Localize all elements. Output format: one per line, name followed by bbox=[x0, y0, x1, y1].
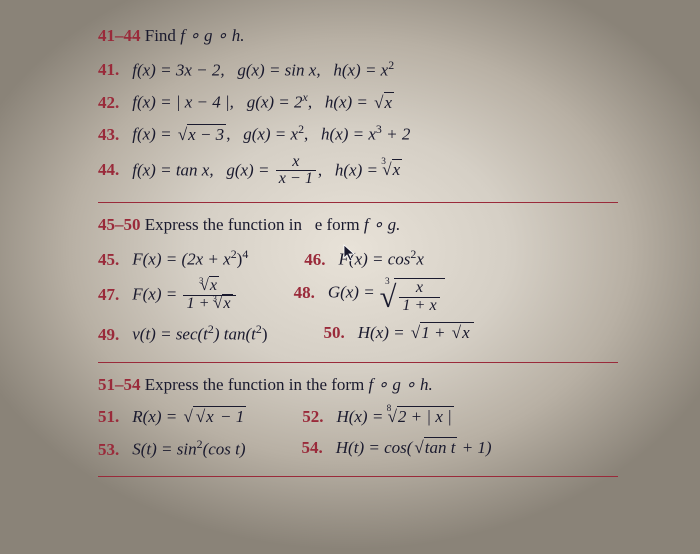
divider bbox=[98, 202, 618, 203]
problem-51: 51. R(x) = x − 1 bbox=[98, 405, 246, 430]
instr: Find bbox=[145, 26, 176, 45]
section-41-44-heading: 41–44 Find f ∘ g ∘ h. bbox=[98, 24, 618, 49]
problem-48: 48. G(x) = 3√x1 + x bbox=[294, 278, 445, 315]
cursor-gap bbox=[302, 215, 315, 234]
textbook-page: 41–44 Find f ∘ g ∘ h. 41. f(x) = 3x − 2,… bbox=[98, 18, 618, 487]
problem-41: 41. f(x) = 3x − 2, g(x) = sin x, h(x) = … bbox=[98, 57, 618, 83]
divider bbox=[98, 362, 618, 363]
problem-53: 53. S(t) = sin2(cos t) bbox=[98, 436, 246, 462]
range: 41–44 bbox=[98, 26, 141, 45]
problem-52: 52. H(x) = 82 + | x | bbox=[302, 405, 454, 430]
problem-42: 42. f(x) = | x − 4 |, g(x) = 2x, h(x) = … bbox=[98, 89, 618, 115]
problem-49: 49. v(t) = sec(t2) tan(t2) bbox=[98, 321, 268, 347]
divider bbox=[98, 476, 618, 477]
problem-43: 43. f(x) = x − 3, g(x) = x2, h(x) = x3 +… bbox=[98, 121, 618, 147]
problem-50: 50. H(x) = 1 + x bbox=[324, 321, 474, 347]
section-51-54-heading: 51–54 Express the function in the form f… bbox=[98, 373, 618, 398]
problem-44: 44. f(x) = tan x, g(x) = xx − 1, h(x) = … bbox=[98, 154, 618, 189]
problem-47: 47. F(x) = 3x1 + 3x bbox=[98, 278, 238, 315]
section-45-50-heading: 45–50 Express the function in e form f ∘… bbox=[98, 213, 618, 238]
problem-54: 54. H(t) = cos(tan t + 1) bbox=[302, 436, 492, 462]
expr: f ∘ g ∘ h. bbox=[180, 26, 244, 45]
problem-45: 45. F(x) = (2x + x2)4 bbox=[98, 246, 248, 272]
problem-46: 46. F(x) = cos2x bbox=[304, 246, 424, 272]
